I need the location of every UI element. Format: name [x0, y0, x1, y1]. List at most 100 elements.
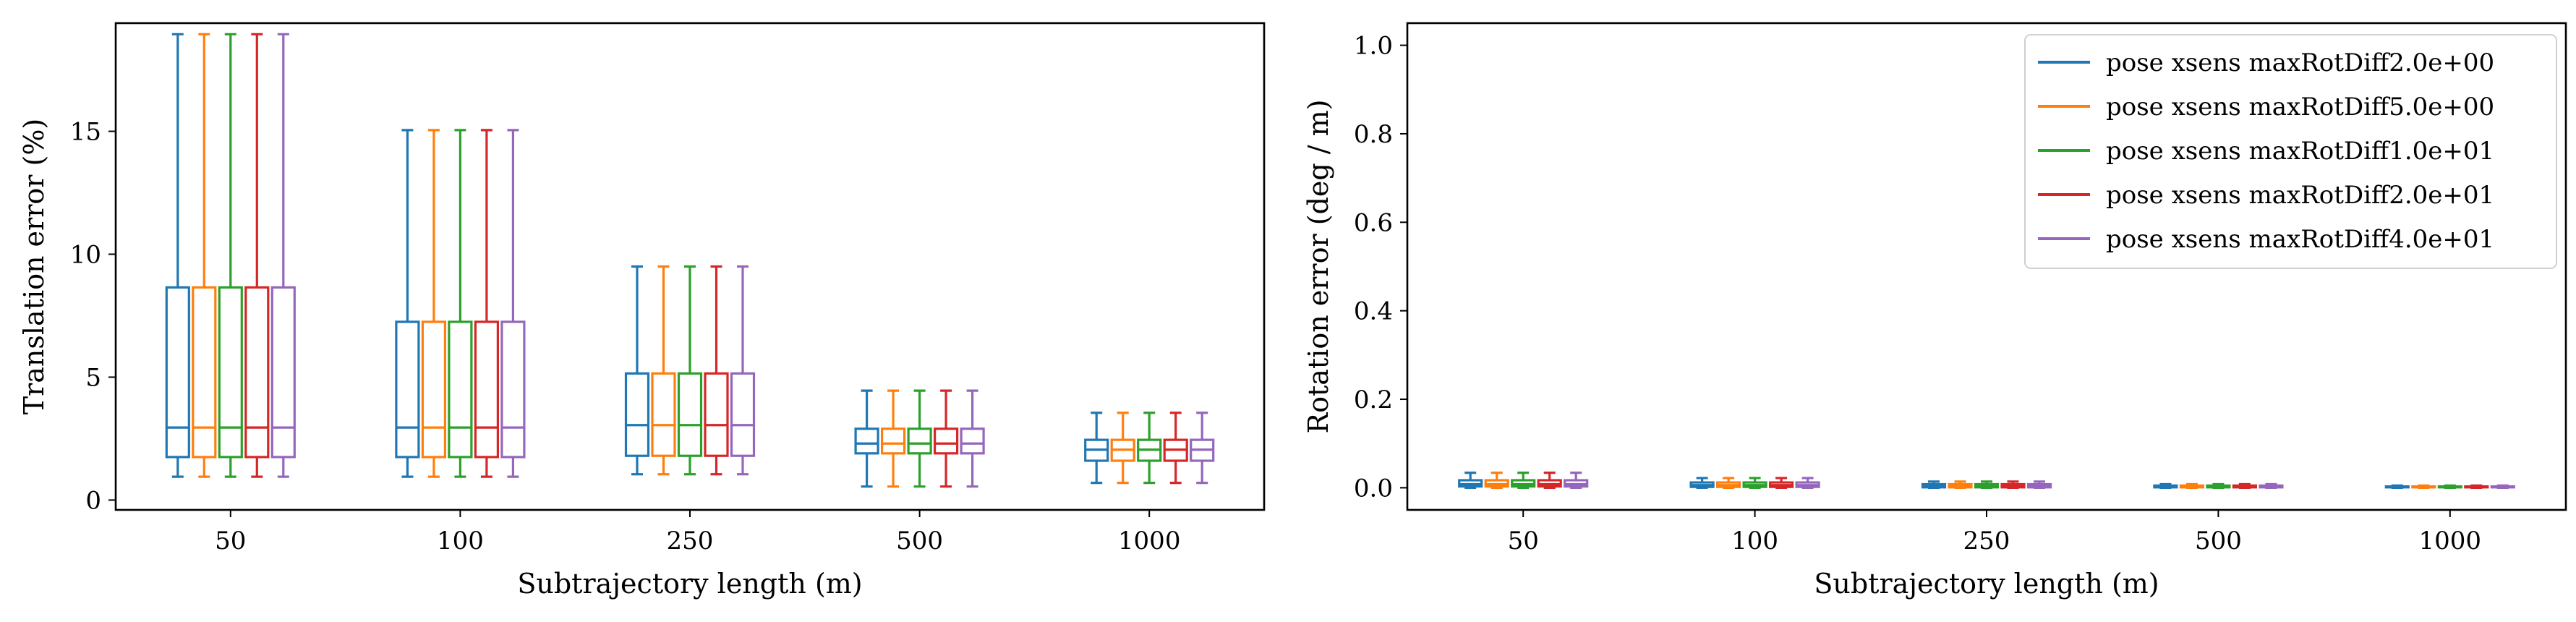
box-body	[704, 372, 729, 457]
legend-entry: pose xsens maxRotDiff2.0e+01	[2106, 181, 2494, 210]
y-tick-label: 0.0	[1354, 474, 1393, 503]
box-body	[474, 320, 500, 459]
box-500-series-2	[880, 389, 906, 488]
box-50-series-1	[165, 33, 190, 478]
box-body	[165, 286, 190, 459]
box-body	[270, 286, 296, 459]
box-50-series-3	[1511, 472, 1536, 490]
box-50-series-5	[270, 33, 296, 478]
box-50-series-2	[192, 33, 217, 478]
box-body	[395, 320, 420, 459]
x-tick-label: 1000	[2419, 527, 2482, 555]
box-1000-series-5	[1190, 412, 1215, 485]
y-axis-label: Translation error (%)	[18, 119, 50, 415]
box-body	[880, 427, 906, 455]
legend: pose xsens maxRotDiff2.0e+00 pose xsens m…	[2024, 34, 2557, 269]
box-500-series-4	[2232, 482, 2257, 490]
y-tick-label: 5	[85, 363, 101, 392]
y-axis-label: Rotation error (deg / m)	[1302, 100, 1334, 434]
box-50-series-2	[1484, 472, 1509, 490]
box-250-series-3	[677, 265, 703, 476]
box-body	[677, 372, 703, 457]
box-1000-series-4	[1163, 412, 1188, 485]
box-500-series-1	[2153, 482, 2178, 490]
y-tick-label: 0	[85, 486, 101, 515]
rotation-error-panel: 50 100 250 500 1000 0.0 0.2 0.4 0.6 0.8 1.0 Subtraj…	[1302, 22, 2567, 600]
y-tick-label: 1.0	[1354, 32, 1393, 61]
box-250-series-1	[624, 265, 650, 476]
box-100-series-2	[421, 129, 447, 478]
box-body	[933, 427, 959, 455]
box-body	[448, 320, 473, 459]
x-axis-label: Subtrajectory length (m)	[517, 568, 862, 600]
legend-entry: pose xsens maxRotDiff5.0e+00	[2106, 93, 2494, 122]
box-body	[907, 427, 932, 455]
box-1000-series-3	[1137, 412, 1162, 485]
box-100-series-4	[474, 129, 500, 478]
box-100-series-4	[1769, 477, 1794, 490]
x-tick-label: 250	[1963, 527, 2010, 555]
box-100-series-3	[448, 129, 473, 478]
box-250-series-4	[2000, 480, 2026, 490]
box-50-series-1	[1458, 472, 1483, 490]
x-tick-label: 100	[437, 527, 484, 555]
box-body	[218, 286, 243, 459]
box-1000-series-1	[1084, 412, 1109, 485]
box-250-series-3	[1974, 480, 2000, 490]
box-1000-series-2	[1110, 412, 1135, 485]
box-100-series-3	[1742, 477, 1767, 490]
box-500-series-3	[907, 389, 932, 488]
legend-entry: pose xsens maxRotDiff2.0e+00	[2106, 48, 2494, 77]
box-100-series-2	[1716, 477, 1741, 490]
box-100-series-1	[395, 129, 420, 478]
box-250-series-2	[651, 265, 676, 476]
y-tick-label: 0.8	[1354, 120, 1393, 149]
box-1000-series-1	[2384, 484, 2410, 490]
box-500-series-4	[933, 389, 959, 488]
box-1000-series-2	[2411, 484, 2436, 490]
box-250-series-1	[1921, 480, 1947, 490]
box-500-series-5	[960, 389, 985, 488]
box-250-series-2	[1948, 480, 1973, 490]
box-50-series-5	[1564, 472, 1589, 490]
box-250-series-5	[2026, 480, 2052, 490]
box-50-series-4	[244, 33, 270, 478]
x-tick-label: 500	[2195, 527, 2242, 555]
box-body	[500, 320, 526, 459]
box-250-series-4	[704, 265, 729, 476]
box-50-series-4	[1537, 472, 1562, 490]
legend-entry: pose xsens maxRotDiff1.0e+01	[2106, 137, 2494, 166]
box-1000-series-3	[2437, 484, 2462, 490]
box-100-series-1	[1689, 477, 1715, 490]
x-axis-label: Subtrajectory length (m)	[1814, 568, 2159, 600]
box-body	[960, 427, 985, 455]
box-500-series-5	[2259, 482, 2284, 490]
y-tick-label: 10	[70, 241, 101, 270]
y-tick-label: 15	[70, 118, 101, 147]
box-100-series-5	[500, 129, 526, 478]
x-tick-label: 100	[1731, 527, 1778, 555]
box-1000-series-5	[2490, 484, 2515, 490]
x-tick-label: 1000	[1118, 527, 1181, 555]
box-500-series-3	[2206, 482, 2231, 490]
box-500-series-1	[854, 389, 879, 488]
box-body	[421, 320, 447, 459]
box-body	[854, 427, 879, 455]
y-tick-label: 0.4	[1354, 297, 1393, 326]
x-tick-label: 500	[896, 527, 943, 555]
box-body	[730, 372, 756, 457]
box-250-series-5	[730, 265, 756, 476]
box-body	[651, 372, 676, 457]
box-1000-series-4	[2464, 484, 2489, 490]
box-500-series-2	[2179, 482, 2204, 490]
y-tick-label: 0.2	[1354, 385, 1393, 414]
x-tick-label: 50	[215, 527, 246, 555]
x-tick-label: 50	[1508, 527, 1539, 555]
box-50-series-3	[218, 33, 243, 478]
box-100-series-5	[1795, 477, 1820, 490]
x-tick-label: 250	[667, 527, 714, 555]
legend-entry: pose xsens maxRotDiff4.0e+01	[2106, 225, 2494, 254]
box-body	[244, 286, 270, 459]
legend-box	[2024, 34, 2557, 269]
